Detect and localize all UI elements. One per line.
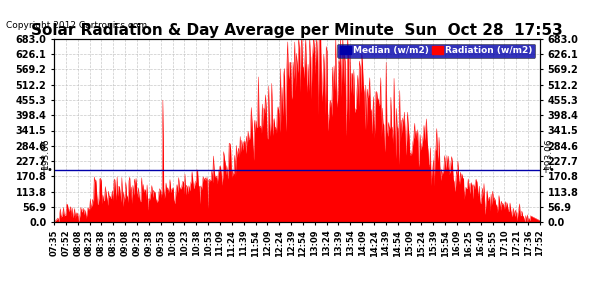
Legend: Median (w/m2), Radiation (w/m2): Median (w/m2), Radiation (w/m2) <box>337 44 535 58</box>
Text: +•: +• <box>39 165 53 175</box>
Text: 193.06: 193.06 <box>544 137 553 169</box>
Text: 193.06: 193.06 <box>41 137 50 169</box>
Text: +•: +• <box>541 165 555 175</box>
Title: Solar Radiation & Day Average per Minute  Sun  Oct 28  17:53: Solar Radiation & Day Average per Minute… <box>31 23 563 38</box>
Text: Copyright 2012 Cartronics.com: Copyright 2012 Cartronics.com <box>6 21 147 30</box>
